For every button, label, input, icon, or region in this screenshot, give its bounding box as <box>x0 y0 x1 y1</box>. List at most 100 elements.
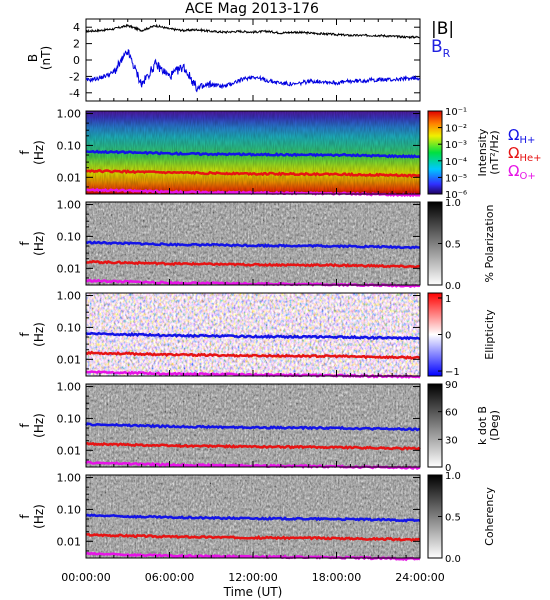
spec-ylabel-f: f <box>18 150 32 155</box>
spec-ytick-label: 0.01 <box>57 444 82 457</box>
field-ylabel-bottom: (nT) <box>39 46 53 70</box>
spec-ytick-label: 0.01 <box>57 353 82 366</box>
time-tick-label: 00:00:00 <box>61 571 110 584</box>
gyro-legend-he-symbol: Ω <box>508 144 519 162</box>
colorbar-tick-label: 0.5 <box>445 240 461 251</box>
gyro-legend: ΩH+ ΩHe+ ΩO+ <box>508 126 542 182</box>
field-ytick-label: 2 <box>73 38 80 51</box>
colorbar-tick-label: 30 <box>445 435 458 446</box>
spec-ytick-label: 0.10 <box>57 412 82 425</box>
time-tick-label: 18:00:00 <box>312 571 361 584</box>
field-panel: 420-2-4 B (nT) |B| BR <box>26 18 454 102</box>
gyro-legend-he-sub: He+ <box>519 153 541 164</box>
colorbar-label-units: (Deg) <box>488 410 501 441</box>
colorbar-label: Coherency <box>483 487 496 546</box>
field-ytick-label: -2 <box>69 70 80 83</box>
colorbar-tick-label: 0.0 <box>445 554 461 565</box>
field-ytick-label: 4 <box>73 21 80 34</box>
colorbar-tick-label: 10⁻¹ <box>445 107 467 118</box>
time-tick-label: 06:00:00 <box>145 571 194 584</box>
spec-panel-1: 1.00 0.10 0.01 f (Hz) 10⁻¹ 10⁻² 10⁻³ 10⁻⁴ 10⁻⁵ 10⁻… <box>18 107 501 201</box>
legend-B-radial: BR <box>431 37 451 60</box>
legend-B-radial-main: B <box>431 37 443 57</box>
gyro-line-H+ <box>85 513 421 523</box>
spec-ytick-label: 1.00 <box>57 381 82 394</box>
field-ytick-label: 0 <box>73 54 80 67</box>
spec-ylabel-f: f <box>18 241 32 246</box>
gyro-legend-h-sub: H+ <box>519 135 535 146</box>
gyro-line-He+ <box>85 350 421 360</box>
gyro-legend-h-symbol: Ω <box>508 126 519 144</box>
spec-ylabel-hz: (Hz) <box>32 504 46 529</box>
spec-panel-2: 1.00 0.10 0.01 f (Hz) 1.0 0.5 0.0 % Polarization <box>18 198 496 292</box>
field-series-B-magnitude <box>85 23 420 40</box>
gyro-line-H+ <box>85 240 421 250</box>
field-series-B-radial <box>85 49 421 93</box>
colorbar-label: Ellipticity <box>483 309 496 360</box>
spec-ylabel-f: f <box>18 332 32 337</box>
gyro-legend-o-sub: O+ <box>519 171 535 182</box>
colorbar-label-units: (nT²/Hz) <box>488 130 501 174</box>
field-ylabel-top: B <box>26 54 40 62</box>
gyro-legend-o: ΩO+ <box>508 162 536 182</box>
spec-ytick-label: 0.10 <box>57 321 82 334</box>
gyro-line-He+ <box>85 169 421 179</box>
gyro-line-H+ <box>85 422 421 432</box>
colorbar-tick-label: 10⁻⁴ <box>445 157 467 168</box>
colorbar-tick-label: 10⁻⁵ <box>445 173 467 184</box>
gyro-line-He+ <box>85 532 421 542</box>
spec-ytick-label: 1.00 <box>57 472 82 485</box>
spec-ylabel-hz: (Hz) <box>32 322 46 347</box>
colorbar-label: Intensity <box>476 128 489 176</box>
gyro-line-H+ <box>85 331 421 341</box>
colorbar-tick-label: 1.0 <box>445 198 461 209</box>
time-axis-labels: 00:00:00 06:00:00 12:00:00 18:00:00 24:00:00 <box>61 571 444 584</box>
gyro-line-He+ <box>85 441 421 451</box>
spec-ytick-label: 1.00 <box>57 199 82 212</box>
field-panel-frame <box>85 18 421 102</box>
time-tick-label: 24:00:00 <box>395 571 444 584</box>
field-ticks: 4 2 0 -2 -4 <box>69 19 421 101</box>
colorbar-tick-label: 90 <box>445 380 458 391</box>
colorbar-tick-label: 0 <box>445 463 451 474</box>
spec-ylabel-f: f <box>18 514 32 519</box>
colorbar <box>427 110 443 195</box>
spec-ylabel-hz: (Hz) <box>32 231 46 256</box>
spec-panel-5: 1.00 0.10 0.01 f (Hz) 1.0 0.5 0.0 Coherency <box>18 471 496 565</box>
legend-B-radial-sub: R <box>443 47 451 60</box>
gyro-line-H+ <box>85 149 421 159</box>
spec-ytick-label: 0.10 <box>57 503 82 516</box>
colorbar-tick-label: −1 <box>445 367 460 378</box>
colorbar-tick-label: 60 <box>445 408 458 419</box>
gyro-legend-h: ΩH+ <box>508 126 535 146</box>
field-lines <box>85 23 421 93</box>
spec-ytick-label: 1.00 <box>57 290 82 303</box>
field-ytick-label: -4 <box>69 87 80 100</box>
time-axis-title: Time (UT) <box>223 585 283 599</box>
spec-ytick-label: 0.01 <box>57 262 82 275</box>
colorbar-tick-label: 0 <box>445 331 451 342</box>
spec-ytick-label: 1.00 <box>57 108 82 121</box>
colorbar-tick-label: 0.5 <box>445 513 461 524</box>
time-tick-label: 12:00:00 <box>228 571 277 584</box>
spec-panel-3: 1.00 0.10 0.01 f (Hz) 1 0 −1 Ellipticity <box>18 290 496 379</box>
spec-ytick-label: 0.10 <box>57 230 82 243</box>
figure-title: ACE Mag 2013-176 <box>185 1 319 17</box>
colorbar-tick-label: 10⁻² <box>445 124 467 135</box>
colorbar-tick-label: 10⁻⁶ <box>445 190 467 201</box>
spec-ytick-label: 0.10 <box>57 139 82 152</box>
spec-ylabel-hz: (Hz) <box>32 140 46 165</box>
gyro-line-He+ <box>85 259 421 269</box>
spec-panel-4: 1.00 0.10 0.01 f (Hz) 90 60 30 0 k dot B (Deg) <box>18 380 501 474</box>
colorbar-tick-label: 1.0 <box>445 471 461 482</box>
spectrogram-panels: 1.000.100.01f (Hz)10⁻¹10⁻²10⁻³10⁻⁴10⁻⁵10⁻… <box>18 107 501 565</box>
gyro-legend-he: ΩHe+ <box>508 144 542 164</box>
colorbar-tick-label: 10⁻³ <box>445 140 467 151</box>
colorbar-label: k dot B <box>476 406 489 445</box>
spec-ytick-label: 0.01 <box>57 535 82 548</box>
gyro-legend-o-symbol: Ω <box>508 162 519 180</box>
spec-ytick-label: 0.01 <box>57 171 82 184</box>
colorbar-tick-label: 1 <box>445 294 451 305</box>
colorbar <box>427 383 443 468</box>
